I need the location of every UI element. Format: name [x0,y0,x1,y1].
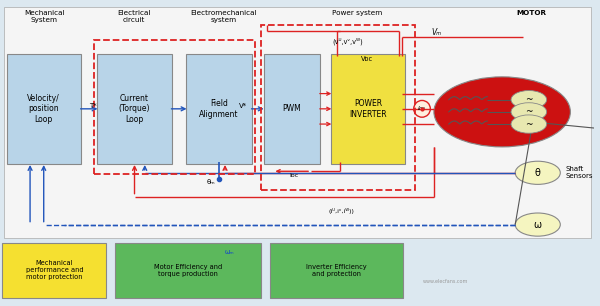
Text: Vᴅᴄ: Vᴅᴄ [361,56,373,62]
Text: T*: T* [89,103,97,109]
Text: Mechanical
performance and
motor protection: Mechanical performance and motor protect… [26,260,83,280]
FancyBboxPatch shape [269,243,403,298]
FancyBboxPatch shape [187,54,252,164]
Text: www.elecfans.com: www.elecfans.com [423,279,469,284]
Circle shape [511,91,547,109]
Text: Velocity/
position
Loop: Velocity/ position Loop [28,94,60,124]
Text: ~: ~ [525,95,533,104]
Text: Inverter Efficiency
and protection: Inverter Efficiency and protection [306,264,367,277]
Circle shape [515,213,560,236]
FancyBboxPatch shape [331,54,406,164]
Text: PWM: PWM [283,104,301,113]
FancyBboxPatch shape [263,54,320,164]
Text: (vᵁ,vᵛ,vᵂ): (vᵁ,vᵛ,vᵂ) [332,37,363,45]
Text: Vₘ: Vₘ [432,28,442,37]
Circle shape [511,103,547,121]
Text: MOTOR: MOTOR [517,10,547,16]
Text: ω: ω [533,220,542,230]
Text: Current
(Torque)
Loop: Current (Torque) Loop [119,94,150,124]
FancyBboxPatch shape [2,243,106,298]
Text: Iᴅᴄ: Iᴅᴄ [290,173,299,178]
Ellipse shape [414,100,430,117]
Text: V*: V* [239,103,247,109]
Text: Shaft
Sensors: Shaft Sensors [566,166,593,179]
Circle shape [515,161,560,185]
Text: Electrical
circuit: Electrical circuit [118,10,151,23]
Text: Mechanical
System: Mechanical System [24,10,64,23]
Text: Im: Im [418,106,426,111]
FancyBboxPatch shape [97,54,172,164]
Text: ~: ~ [525,120,533,129]
FancyBboxPatch shape [4,7,591,238]
Text: (iᵁ,iᵛ,iᵂ)): (iᵁ,iᵛ,iᵂ)) [329,208,355,214]
Text: Field
Alignment: Field Alignment [199,99,239,118]
Text: POWER
INVERTER: POWER INVERTER [350,99,387,118]
Text: θₘ: θₘ [207,179,215,185]
Text: Power system: Power system [332,10,382,16]
Text: θ: θ [535,168,541,178]
Text: ωₘ: ωₘ [224,249,234,255]
FancyBboxPatch shape [115,243,260,298]
Text: Electromechanical
system: Electromechanical system [190,10,256,23]
FancyBboxPatch shape [7,54,81,164]
Circle shape [434,77,571,147]
Text: ~: ~ [525,107,533,116]
Circle shape [511,115,547,133]
Text: Motor Efficiency and
torque production: Motor Efficiency and torque production [154,264,222,277]
